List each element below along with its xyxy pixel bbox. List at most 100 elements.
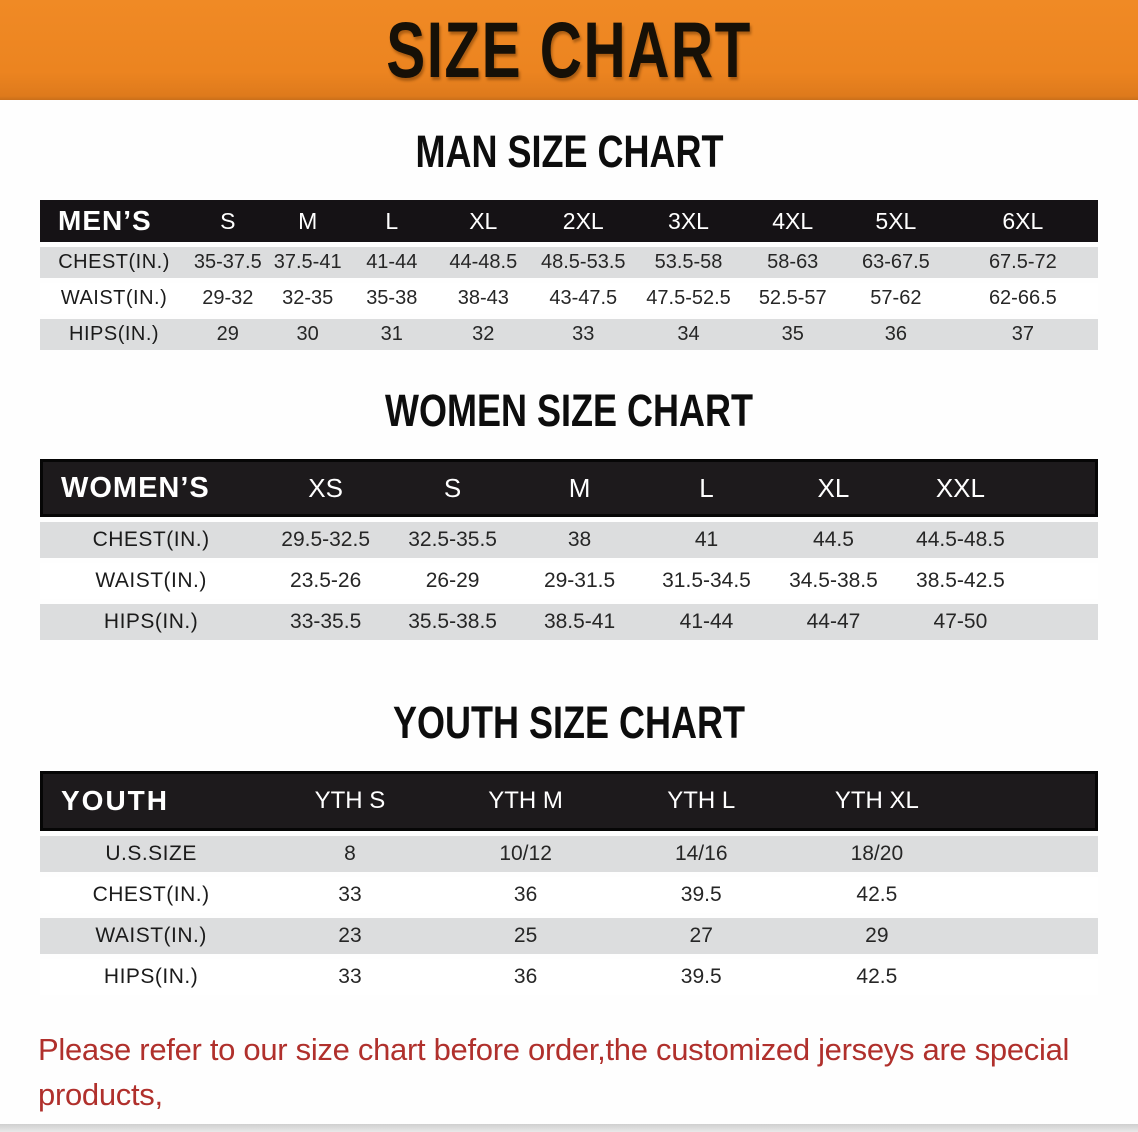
measurement-value: 33: [262, 877, 438, 913]
measurement-value: 39.5: [613, 877, 790, 913]
table-header-row: YOUTH YTH S YTH M YTH L YTH XL: [40, 771, 1098, 831]
header-filler-cell: [964, 771, 1098, 831]
row-label: WAIST(IN.): [40, 918, 263, 954]
measurement-value: 23: [262, 918, 438, 954]
youth-section-heading-text: YOUTH SIZE CHART: [392, 697, 745, 748]
table-corner-label: WOMEN’S: [40, 459, 263, 517]
measurement-value: 25: [437, 918, 614, 954]
measurement-value: 67.5-72: [947, 247, 1098, 278]
men-size-section: MAN SIZE CHART MEN’S S M L XL 2XL 3XL 4XL 5XL 6XL…: [0, 126, 1138, 355]
size-column-header: 6XL: [947, 200, 1098, 242]
size-column-header: XXL: [896, 459, 1024, 517]
measurement-row: U.S.SIZE 8 10/12 14/16 18/20: [40, 836, 1098, 872]
measurement-value: 10/12: [437, 836, 614, 872]
youth-size-section: YOUTH SIZE CHART YOUTH YTH S YTH M YTH L YTH…: [0, 697, 1138, 1000]
measurement-value: 31: [347, 319, 436, 350]
measurement-value: 26-29: [389, 563, 517, 599]
row-label: CHEST(IN.): [40, 247, 189, 278]
size-column-header: L: [347, 200, 436, 242]
men-section-heading-text: MAN SIZE CHART: [414, 126, 723, 177]
banner-title: SIZE CHART: [386, 5, 752, 94]
size-column-header: S: [389, 459, 517, 517]
measurement-value: 41-44: [347, 247, 436, 278]
men-size-table: MEN’S S M L XL 2XL 3XL 4XL 5XL 6XL CHEST(IN.) 35-37…: [40, 195, 1098, 355]
measurement-row: HIPS(IN.) 33 36 39.5 42.5: [40, 959, 1098, 995]
size-column-header: S: [188, 200, 268, 242]
measurement-value: 36: [437, 877, 614, 913]
measurement-value: 30: [267, 319, 348, 350]
row-filler-cell: [964, 836, 1098, 872]
size-column-header: 4XL: [741, 200, 845, 242]
measurement-row: WAIST(IN.) 23.5-26 26-29 29-31.5 31.5-34.5 34…: [40, 563, 1098, 599]
size-column-header: M: [267, 200, 348, 242]
measurement-row: HIPS(IN.) 33-35.5 35.5-38.5 38.5-41 41-44 44-…: [40, 604, 1098, 640]
row-label: HIPS(IN.): [40, 959, 263, 995]
measurement-value: 29-32: [188, 283, 268, 314]
row-filler-cell: [964, 877, 1098, 913]
row-label: WAIST(IN.): [40, 283, 189, 314]
measurement-value: 38: [516, 522, 644, 558]
measurement-row: HIPS(IN.) 29 30 31 32 33 34 35 36 37: [40, 319, 1098, 350]
size-column-header: L: [643, 459, 770, 517]
measurement-value: 37.5-41: [267, 247, 348, 278]
measurement-value: 36: [844, 319, 948, 350]
size-column-header: XL: [435, 200, 531, 242]
size-column-header: XS: [262, 459, 390, 517]
table-header-row: MEN’S S M L XL 2XL 3XL 4XL 5XL 6XL: [40, 200, 1098, 242]
size-column-header: 5XL: [844, 200, 948, 242]
women-size-table: WOMEN’S XS S M L XL XXL CHEST(IN.) 29.5-32.5 32.5…: [40, 454, 1098, 645]
measurement-row: WAIST(IN.) 29-32 32-35 35-38 38-43 43-47.5 47.…: [40, 283, 1098, 314]
row-filler-cell: [1023, 604, 1098, 640]
measurement-value: 35-38: [347, 283, 436, 314]
bottom-edge-strip: [0, 1124, 1138, 1132]
row-label: HIPS(IN.): [40, 319, 189, 350]
size-column-header: M: [516, 459, 644, 517]
measurement-value: 32-35: [267, 283, 348, 314]
size-column-header: 3XL: [635, 200, 742, 242]
size-column-header: YTH S: [262, 771, 438, 831]
measurement-value: 35: [741, 319, 845, 350]
measurement-value: 41-44: [643, 604, 770, 640]
measurement-value: 48.5-53.5: [530, 247, 636, 278]
measurement-row: CHEST(IN.) 35-37.5 37.5-41 41-44 44-48.5 48.5…: [40, 247, 1098, 278]
measurement-value: 23.5-26: [262, 563, 390, 599]
measurement-value: 44.5: [769, 522, 897, 558]
measurement-value: 34: [635, 319, 742, 350]
measurement-value: 42.5: [789, 959, 965, 995]
measurement-value: 47.5-52.5: [635, 283, 742, 314]
measurement-value: 43-47.5: [530, 283, 636, 314]
women-size-section: WOMEN SIZE CHART WOMEN’S XS S M L XL XXL CHEST(…: [0, 385, 1138, 645]
measurement-value: 35-37.5: [188, 247, 268, 278]
row-filler-cell: [1023, 563, 1098, 599]
measurement-value: 29: [188, 319, 268, 350]
table-header-row: WOMEN’S XS S M L XL XXL: [40, 459, 1098, 517]
measurement-value: 32.5-35.5: [389, 522, 517, 558]
measurement-value: 42.5: [789, 877, 965, 913]
youth-section-heading: YOUTH SIZE CHART: [0, 697, 1138, 749]
table-corner-label: MEN’S: [40, 200, 189, 242]
measurement-value: 38.5-42.5: [896, 563, 1024, 599]
measurement-value: 33-35.5: [262, 604, 390, 640]
measurement-row: CHEST(IN.) 33 36 39.5 42.5: [40, 877, 1098, 913]
measurement-value: 63-67.5: [844, 247, 948, 278]
measurement-value: 52.5-57: [741, 283, 845, 314]
women-section-heading-text: WOMEN SIZE CHART: [384, 385, 753, 436]
measurement-value: 29: [789, 918, 965, 954]
measurement-value: 36: [437, 959, 614, 995]
row-filler-cell: [964, 959, 1098, 995]
measurement-value: 57-62: [844, 283, 948, 314]
measurement-value: 33: [530, 319, 636, 350]
measurement-value: 31.5-34.5: [643, 563, 770, 599]
size-column-header: YTH XL: [789, 771, 965, 831]
banner: SIZE CHART: [0, 0, 1138, 100]
row-label: CHEST(IN.): [40, 877, 263, 913]
measurement-value: 37: [947, 319, 1098, 350]
measurement-value: 39.5: [613, 959, 790, 995]
table-corner-label: YOUTH: [40, 771, 263, 831]
measurement-value: 29.5-32.5: [262, 522, 390, 558]
measurement-value: 32: [435, 319, 531, 350]
measurement-value: 35.5-38.5: [389, 604, 517, 640]
measurement-value: 27: [613, 918, 790, 954]
row-filler-cell: [1023, 522, 1098, 558]
